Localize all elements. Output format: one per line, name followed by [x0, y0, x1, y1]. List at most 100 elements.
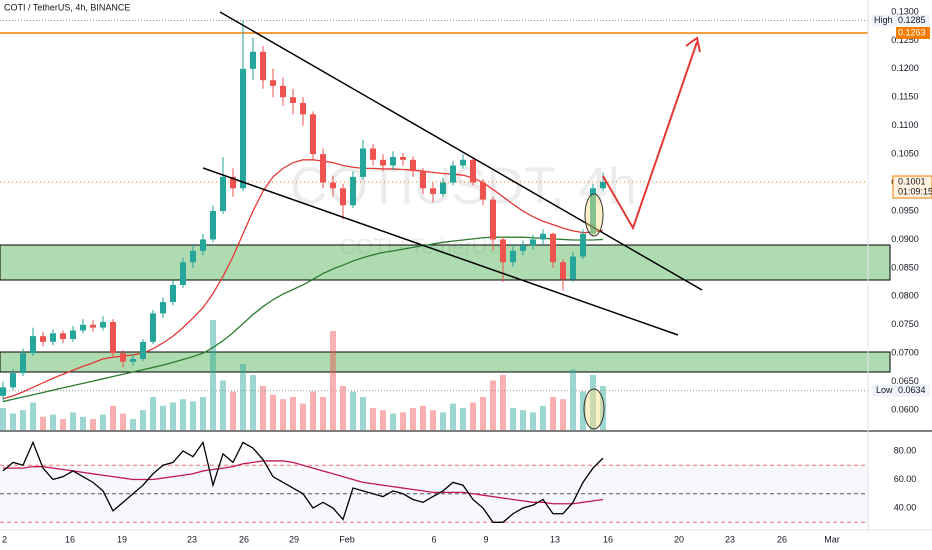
y-tick-label: 0.1100: [892, 120, 919, 130]
candle-body: [170, 284, 176, 303]
y-tick-label: 0.0750: [891, 319, 919, 329]
volume-bar: [370, 408, 376, 430]
volume-bar: [20, 410, 26, 430]
y-tick-label: 0.0600: [891, 404, 919, 414]
candle-body: [140, 341, 146, 359]
low-value: 0.0634: [898, 385, 926, 395]
candle-body: [50, 333, 56, 342]
volume-bar: [210, 320, 216, 430]
x-tick-label: 23: [187, 534, 197, 544]
x-tick-label: 20: [674, 534, 684, 544]
candle-body: [120, 353, 126, 362]
candle-body: [0, 387, 6, 396]
volume-bar: [410, 408, 416, 430]
candle-body: [260, 51, 266, 81]
y-tick-label: 0.0900: [891, 234, 919, 244]
volume-bar: [50, 414, 56, 430]
candle-body: [100, 321, 106, 328]
level-box: [896, 26, 930, 39]
volume-bar: [70, 412, 76, 430]
high-value-box: [896, 14, 930, 27]
level-value: 0.1263: [898, 27, 926, 37]
x-tick-label: 26: [777, 534, 787, 544]
volume-bar: [250, 375, 256, 430]
high-label: High: [874, 15, 893, 25]
trend-line: [202, 167, 679, 336]
volume-bar: [280, 399, 286, 430]
candle-body: [500, 239, 506, 263]
candle-body: [410, 159, 416, 172]
volume-bar: [390, 413, 396, 430]
x-tick-label: 29: [289, 534, 299, 544]
x-tick-label: Mar: [824, 534, 840, 544]
volume-bar: [460, 408, 466, 430]
candle-body: [70, 330, 76, 339]
volume-bar: [110, 405, 116, 430]
candle-body: [460, 159, 466, 166]
low-label: Low: [876, 385, 893, 395]
candle-body: [320, 154, 326, 183]
candle-body: [290, 97, 296, 103]
candle-body: [80, 324, 86, 331]
high-value: 0.1285: [898, 15, 926, 25]
volume-bar: [450, 403, 456, 430]
x-tick-label: 23: [725, 534, 735, 544]
volume-bar: [10, 413, 16, 430]
zones: [0, 244, 891, 373]
candle-body: [350, 176, 356, 206]
countdown: 01:09:15: [898, 186, 932, 196]
volume-bar: [480, 397, 486, 430]
y-tick-label: 0.1150: [892, 92, 919, 102]
candle-body: [270, 80, 276, 86]
candle-body: [300, 102, 306, 115]
volume-bar: [240, 364, 246, 430]
candle-body: [20, 353, 26, 374]
projection-arrow: [602, 41, 698, 231]
volume-bar: [230, 391, 236, 430]
candle-body: [390, 156, 396, 166]
high-box: [872, 14, 896, 27]
volume-bar: [320, 397, 326, 430]
candle-body: [430, 188, 436, 194]
candle-body: [90, 324, 96, 328]
rsi-tick-label: 80.00: [894, 445, 917, 455]
candle-body: [520, 245, 526, 251]
volume-bar: [380, 410, 386, 430]
candle-body: [560, 262, 566, 280]
arrow-head: [685, 36, 701, 53]
x-tick-label: Feb: [339, 534, 355, 544]
volume-bar: [0, 408, 6, 430]
candle-body: [250, 51, 256, 69]
volume-bar: [220, 380, 226, 430]
volume-bar: [180, 399, 186, 430]
volume-bar: [520, 410, 526, 430]
volume-bar: [30, 402, 36, 430]
candle-body: [360, 148, 366, 177]
y-tick-label: 0.0700: [891, 348, 919, 358]
volume-bar: [560, 399, 566, 430]
candle-body: [200, 239, 206, 251]
volume-bar: [160, 405, 166, 430]
y-tick-label: 0.1250: [891, 35, 919, 45]
volume-bar: [170, 402, 176, 430]
rsi-ma: [3, 460, 604, 505]
volume-bar: [90, 419, 96, 430]
volume-bar: [540, 405, 546, 430]
volume-bar: [60, 419, 66, 430]
volume-bar: [310, 391, 316, 430]
volume-bar: [290, 397, 296, 430]
candle-body: [490, 199, 496, 240]
x-tick-label: 16: [603, 534, 613, 544]
candle-body: [230, 176, 236, 189]
low-box: [872, 384, 896, 397]
x-tick-label: 16: [65, 534, 75, 544]
volume-bar: [580, 391, 586, 430]
support-zone: [0, 244, 891, 281]
volume-bar: [440, 412, 446, 430]
volume-bar: [150, 397, 156, 430]
candle-body: [310, 114, 316, 155]
y-tick-label: 0.1300: [891, 6, 919, 16]
candle-body: [160, 302, 166, 314]
volume-bar: [400, 412, 406, 430]
candle-body: [340, 188, 346, 206]
